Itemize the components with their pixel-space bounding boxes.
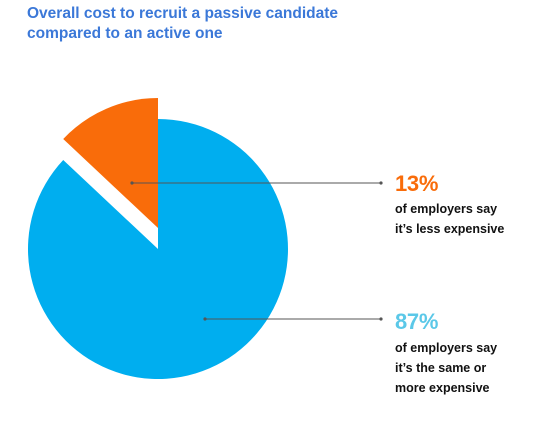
chart-title-line-1: Overall cost to recruit a passive candid… [27,5,338,22]
leader-dot-less-expensive [130,181,134,185]
pie-slice-same-or-more-expensive [27,119,288,379]
leader-dot-less-expensive [379,181,383,185]
percent-label-less-expensive: 13% [395,171,439,196]
leader-dot-same-or-more-expensive [203,317,207,321]
callout-description: of employers say it’s less expensive [395,199,545,239]
callout-description-line: of employers say [395,341,498,355]
pie-slice-less-expensive [63,97,159,228]
callout-description: of employers say it’s the same or more e… [395,338,545,398]
callout-description-line: it’s the same or [395,361,487,375]
percent-label-same-or-more-expensive: 87% [395,309,439,334]
callout-same-or-more-expensive: 87% of employers say it’s the same or mo… [395,310,545,398]
chart-title: Overall cost to recruit a passive candid… [27,4,447,44]
chart-title-line-2: compared to an active one [27,25,223,42]
callout-description-line: more expensive [395,381,490,395]
callout-description-line: of employers say [395,202,498,216]
callout-description-line: it’s less expensive [395,222,505,236]
callout-less-expensive: 13% of employers say it’s less expensive [395,172,545,239]
leader-dot-same-or-more-expensive [379,317,383,321]
